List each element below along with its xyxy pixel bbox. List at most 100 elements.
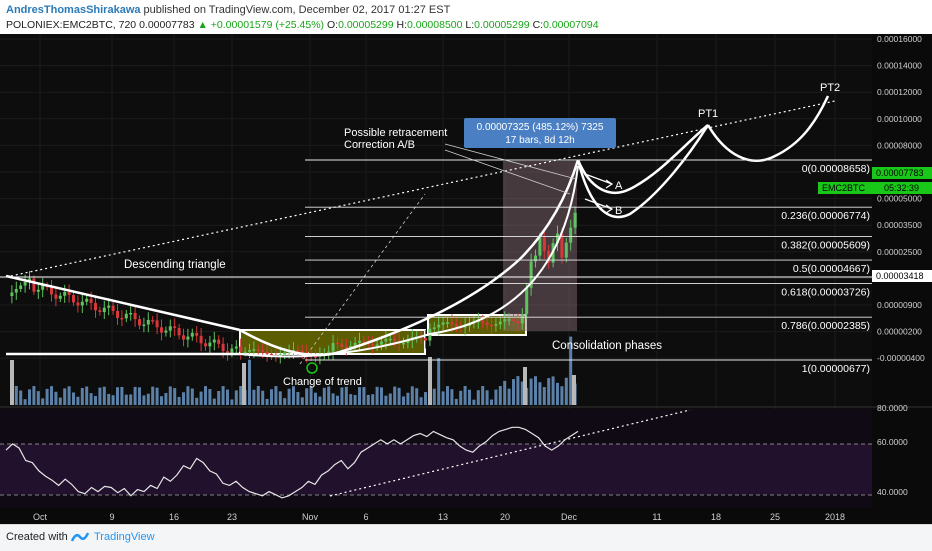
y-tick-label: 0.00008000	[877, 140, 922, 150]
volume-bar	[94, 395, 97, 405]
y-tick-label: 0.00000900	[877, 300, 922, 310]
x-tick-label: Oct	[33, 512, 48, 522]
y-tick-label: 0.00005000	[877, 194, 922, 204]
volume-bar	[296, 392, 300, 405]
volume-bar	[494, 389, 498, 405]
volume-bar	[450, 389, 454, 405]
volume-bar	[547, 378, 551, 405]
volume-bar	[234, 390, 238, 405]
volume-bar	[481, 386, 485, 405]
candle-body	[67, 291, 71, 296]
volume-bar	[349, 394, 353, 405]
volume-bar	[98, 387, 102, 405]
candle-body	[362, 340, 366, 343]
osc-tick-label: 60.0000	[877, 437, 908, 447]
time-axis[interactable]: Oct 9 16 23 Nov 6 13 20 Dec 11 18 25 2018	[33, 512, 845, 522]
volume-bar	[278, 391, 282, 405]
high-value: 0.00008500	[406, 19, 463, 31]
candle-body	[265, 351, 269, 354]
volume-bar	[490, 399, 493, 405]
candle-body	[384, 338, 388, 342]
y-tick-label: 0.00014000	[877, 61, 922, 71]
volume-bar	[28, 389, 31, 405]
volume-bar	[45, 388, 49, 405]
volume-bar	[472, 399, 476, 405]
author-link[interactable]: AndresThomasShirakawa	[6, 4, 141, 16]
last-price-tag-text: 0.00007783	[876, 168, 924, 178]
volume-bar	[432, 388, 436, 405]
volume-bar	[164, 392, 168, 405]
volume-bar	[72, 392, 75, 405]
candle-body	[314, 356, 317, 358]
volume-bar	[221, 386, 225, 405]
volume-bar	[485, 390, 489, 405]
footer-created: Created with	[6, 531, 68, 543]
volume-bar	[129, 394, 133, 405]
volume-bar	[111, 395, 115, 405]
x-tick-label: 16	[169, 512, 179, 522]
volume-bar	[173, 388, 177, 405]
candle-body	[494, 324, 498, 326]
candle-body	[124, 313, 128, 319]
volume-bar	[551, 376, 555, 405]
volume-bar	[168, 386, 172, 405]
volume-bar	[195, 397, 199, 405]
publisher-line: AndresThomasShirakawa published on Tradi…	[6, 4, 450, 16]
retracement-label-2: Correction A/B	[344, 139, 415, 151]
symbol-name: POLONIEX:EMC2BTC, 720	[6, 19, 137, 31]
volume-bar	[393, 386, 397, 405]
volume-bar	[160, 396, 163, 405]
volume-bar	[116, 387, 119, 405]
y-tick-label: 0.00012000	[877, 87, 922, 97]
volume-bar	[23, 399, 27, 405]
scenario-a-label: A	[615, 180, 623, 192]
candle-body	[50, 287, 53, 295]
fib-level-label: 1(0.00000677)	[802, 363, 870, 375]
measure-line-2: 17 bars, 8d 12h	[505, 135, 575, 146]
volume-bar	[415, 388, 419, 405]
fib-level-label: 0.382(0.00005609)	[781, 239, 870, 251]
candle-body	[432, 327, 436, 329]
candle-body	[481, 320, 485, 323]
candle-body	[111, 305, 115, 312]
volume-bar	[463, 386, 467, 405]
volume-spike	[242, 363, 246, 405]
tradingview-logo-icon	[70, 532, 90, 542]
x-tick-label: 9	[109, 512, 114, 522]
low-label: L:	[465, 19, 475, 31]
candle-body	[89, 298, 93, 303]
volume-bar	[529, 378, 533, 405]
volume-bar	[177, 397, 181, 405]
candle-body	[54, 294, 58, 299]
x-tick-label: Nov	[302, 512, 319, 522]
volume-bar	[63, 388, 67, 405]
publish-info: published on TradingView.com, December 0…	[140, 4, 451, 16]
candle-body	[454, 324, 458, 327]
candle-body	[556, 233, 559, 244]
candle-body	[190, 332, 194, 337]
volume-bar	[270, 389, 273, 405]
oscillator-axis[interactable]: 80.0000 60.0000 40.0000	[877, 403, 908, 497]
x-tick-label: Dec	[561, 512, 578, 522]
volume-bar	[318, 396, 322, 405]
volume-spike	[428, 357, 432, 405]
oscillator-band	[0, 444, 872, 495]
footer-brand[interactable]: TradingView	[94, 531, 155, 543]
volume-bar	[226, 389, 229, 405]
candle-body	[151, 319, 155, 322]
retracement-pointer-1	[444, 143, 577, 180]
candle-body	[129, 312, 133, 315]
x-tick-label: 6	[363, 512, 368, 522]
candle-body	[270, 353, 273, 356]
volume-bar	[353, 394, 357, 405]
price-chart[interactable]: 0(0.00008658) 0.236(0.00006774) 0.382(0.00…	[0, 34, 932, 524]
candle-body	[402, 342, 405, 345]
candle-body	[177, 328, 181, 336]
volume-bar	[190, 388, 194, 405]
candle-body	[542, 237, 546, 251]
volume-bar	[199, 391, 203, 405]
volume-bar	[41, 398, 45, 405]
volume-bar	[459, 390, 463, 405]
volume-bar	[375, 386, 379, 405]
candle-body	[278, 354, 282, 356]
